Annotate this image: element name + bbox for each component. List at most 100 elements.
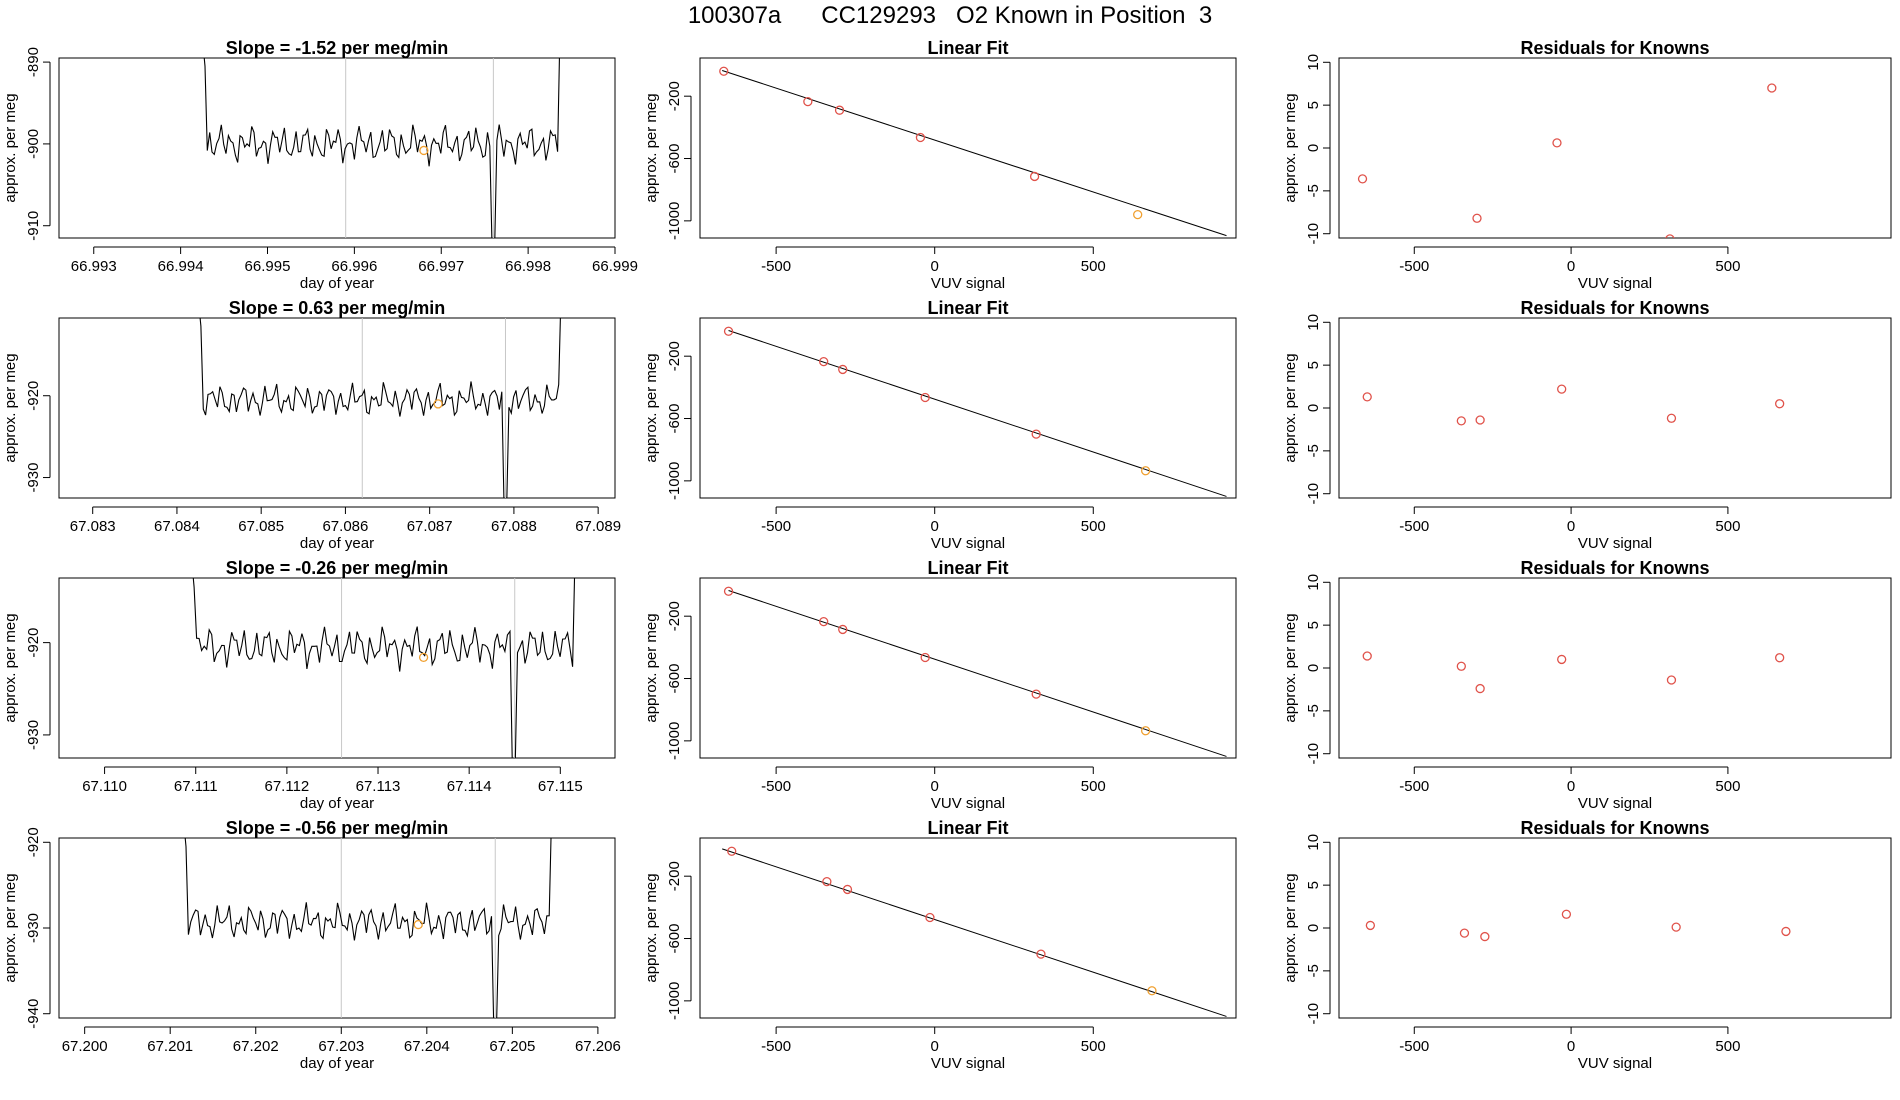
x-tick-label: 67.204 xyxy=(404,1038,450,1055)
plot-area xyxy=(1357,83,1777,238)
data-point xyxy=(920,652,930,663)
x-tick-label: 67.086 xyxy=(322,518,368,535)
data-point xyxy=(1557,654,1567,665)
x-tick-label: 67.111 xyxy=(174,778,218,795)
x-tick-label: 0 xyxy=(931,1038,939,1055)
plot-area xyxy=(1365,909,1791,942)
y-tick-label: -1000 xyxy=(666,202,683,240)
y-tick-label: -5 xyxy=(1305,964,1322,977)
data-point xyxy=(1665,234,1675,238)
panel-r1-c3: Residuals for Knowns -500 0 500 VUV signal -1… xyxy=(1282,38,1892,292)
y-axis-label: approx. per meg xyxy=(1282,93,1299,202)
y-tick-label: -930 xyxy=(25,913,42,943)
data-point xyxy=(915,132,926,143)
x-tick-label: 67.084 xyxy=(154,518,200,535)
data-point xyxy=(1557,384,1567,394)
y-tick-label: 0 xyxy=(1305,664,1322,672)
highlight-point xyxy=(1140,466,1151,476)
x-tick-label: 67.201 xyxy=(147,1038,193,1055)
y-tick-label: -1000 xyxy=(666,462,683,500)
panel-title: Slope = -0.26 per meg/min xyxy=(226,558,449,578)
y-tick-label: 10 xyxy=(1305,574,1322,591)
data-point xyxy=(1775,399,1785,409)
y-tick-label: -920 xyxy=(25,628,42,658)
x-tick-label: -500 xyxy=(1399,518,1429,535)
x-axis-label: VUV signal xyxy=(1578,535,1652,552)
x-tick-label: 500 xyxy=(1715,518,1740,535)
data-point xyxy=(1671,922,1681,932)
data-point xyxy=(1475,415,1485,425)
signal-trace xyxy=(203,58,560,238)
y-tick-label: 10 xyxy=(1305,314,1322,331)
x-tick-label: 66.996 xyxy=(331,258,377,275)
highlight-point xyxy=(413,919,423,930)
y-tick-label: -5 xyxy=(1305,184,1322,197)
x-tick-label: 66.993 xyxy=(71,258,117,275)
fit-line xyxy=(728,589,1227,757)
y-tick-label: -1000 xyxy=(666,722,683,760)
plot-area xyxy=(199,318,561,498)
y-tick-label: 0 xyxy=(1305,144,1322,152)
y-tick-label: -10 xyxy=(1305,223,1322,245)
plot-area xyxy=(203,58,560,238)
y-tick-label: -920 xyxy=(25,827,42,857)
plot-frame xyxy=(1338,57,1892,239)
x-tick-label: 0 xyxy=(931,518,939,535)
x-tick-label: 67.112 xyxy=(264,778,309,795)
plot-area xyxy=(723,586,1227,757)
y-tick-label: -600 xyxy=(666,144,683,174)
data-point xyxy=(1480,931,1490,942)
data-point xyxy=(819,616,829,627)
panel-r1-c1: Slope = -1.52 per meg/min 66.993 66.994 66.… xyxy=(2,38,638,292)
x-tick-label: -500 xyxy=(1399,778,1429,795)
data-point xyxy=(842,884,853,895)
y-axis-label: approx. per meg xyxy=(2,613,19,722)
x-tick-label: 67.115 xyxy=(538,778,583,795)
data-point xyxy=(838,624,848,635)
plot-area xyxy=(719,66,1227,237)
fit-line xyxy=(722,848,1227,1017)
panel-r2-c2: Linear Fit -500 0 500 VUV signal -200 -600 -100… xyxy=(643,298,1237,552)
y-axis-label: approx. per meg xyxy=(643,353,660,462)
data-point xyxy=(1031,689,1041,699)
data-point xyxy=(1357,174,1368,184)
plot-area xyxy=(1362,651,1785,694)
panel-r3-c1: Slope = -0.26 per meg/min 67.110 67.111 67.… xyxy=(2,558,616,812)
plot-frame xyxy=(58,317,616,499)
y-tick-label: -10 xyxy=(1305,743,1322,765)
x-axis-label: day of year xyxy=(300,795,374,812)
panel-title: Slope = -1.52 per meg/min xyxy=(226,38,449,58)
x-tick-label: 67.088 xyxy=(491,518,537,535)
panel-r4-c2: Linear Fit -500 0 500 VUV signal -200 -600 -100… xyxy=(643,818,1237,1072)
fit-line xyxy=(722,69,1227,237)
panel-r4-c3: Residuals for Knowns -500 0 500 VUV signal -1… xyxy=(1282,818,1892,1072)
panel-title: Residuals for Knowns xyxy=(1520,38,1709,58)
plot-area xyxy=(184,838,552,1018)
data-point xyxy=(1775,653,1785,663)
x-tick-label: 0 xyxy=(931,258,939,275)
y-axis-label: approx. per meg xyxy=(2,93,19,202)
x-tick-label: 67.113 xyxy=(356,778,401,795)
x-tick-label: 0 xyxy=(1567,1038,1575,1055)
x-axis-label: day of year xyxy=(300,1055,374,1072)
y-tick-label: 10 xyxy=(1305,54,1322,71)
data-point xyxy=(838,364,848,375)
plot-area xyxy=(192,578,576,758)
plot-frame xyxy=(699,317,1237,499)
plot-area xyxy=(1362,384,1785,426)
data-point xyxy=(723,326,734,336)
highlight-point xyxy=(1147,986,1157,996)
x-axis-label: VUV signal xyxy=(931,1055,1005,1072)
y-tick-label: -200 xyxy=(666,861,683,891)
x-axis-label: day of year xyxy=(300,535,374,552)
x-tick-label: 67.089 xyxy=(575,518,621,535)
signal-trace xyxy=(184,838,552,1018)
plot-frame xyxy=(699,577,1237,759)
panel-title: Residuals for Knowns xyxy=(1520,818,1709,838)
y-tick-label: -5 xyxy=(1305,704,1322,717)
data-point xyxy=(1036,949,1046,959)
plot-frame xyxy=(699,837,1237,1019)
x-tick-label: 66.998 xyxy=(505,258,551,275)
data-point xyxy=(1552,138,1562,148)
